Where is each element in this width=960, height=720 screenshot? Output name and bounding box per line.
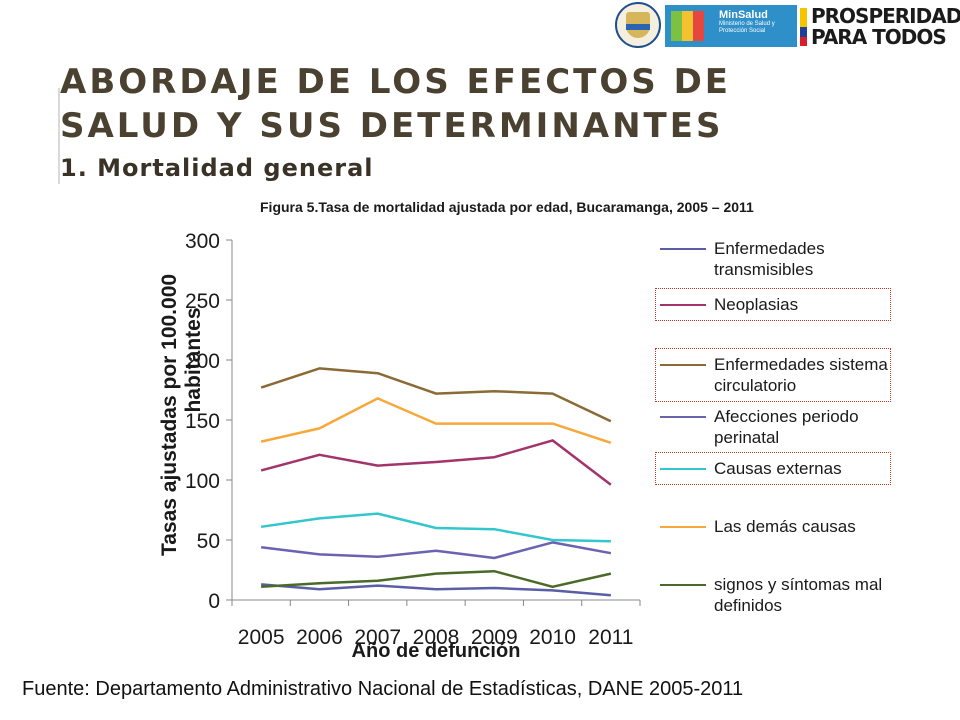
y-axis-label-line-2: habitantes bbox=[182, 307, 205, 412]
minsalud-logo: MinSalud Ministerio de Salud y Protecció… bbox=[665, 5, 797, 47]
legend-label: Afecciones periodo perinatal bbox=[714, 407, 859, 447]
y-tick-label: 100 bbox=[185, 470, 220, 493]
colombia-flag-icon bbox=[800, 8, 807, 46]
x-tick-label: 2008 bbox=[413, 626, 460, 649]
minsalud-description: Ministerio de Salud y Protección Social bbox=[719, 21, 775, 34]
y-tick-label: 300 bbox=[185, 230, 220, 253]
legend-label: Enfermedades transmisibles bbox=[714, 239, 825, 279]
legend-highlight-box bbox=[655, 348, 891, 402]
series-line-4 bbox=[260, 541, 612, 560]
x-axis-label: Año de defunción bbox=[352, 640, 521, 662]
minsalud-mark-icon bbox=[671, 11, 713, 41]
chart-legend: Enfermedades transmisibles Neoplasias Enfe… bbox=[655, 238, 900, 638]
y-tick-label: 0 bbox=[208, 590, 220, 613]
y-axis-label: Tasas ajustadas por 100.000 bbox=[158, 274, 181, 556]
slide-subtitle: 1. Mortalidad general bbox=[60, 154, 374, 182]
legend-swatch bbox=[660, 468, 706, 470]
slide-title: ABORDAJE DE LOS EFECTOS DE SALUD Y SUS D… bbox=[60, 62, 732, 146]
legend-label: Enfermedades sistema circulatorio bbox=[714, 355, 888, 395]
x-tick-label: 2010 bbox=[529, 626, 576, 649]
x-tick-label: 2009 bbox=[471, 626, 518, 649]
prosperidad-line-2: PARA TODOS bbox=[811, 25, 947, 49]
legend-highlight-box bbox=[655, 288, 891, 321]
minsalud-brand: MinSalud bbox=[719, 9, 768, 21]
legend-label: Causas externas bbox=[714, 459, 842, 478]
chart-title: Figura 5.Tasa de mortalidad ajustada por… bbox=[260, 199, 754, 215]
legend-swatch bbox=[660, 364, 706, 366]
y-tick-label: 250 bbox=[185, 290, 220, 313]
legend-swatch bbox=[660, 416, 706, 418]
y-tick-label: 50 bbox=[197, 530, 220, 553]
source-note: Fuente: Departamento Administrativo Naci… bbox=[22, 678, 744, 700]
title-accent-bar bbox=[58, 88, 60, 184]
x-tick-label: 2006 bbox=[296, 626, 343, 649]
legend-swatch bbox=[660, 304, 706, 306]
colombia-seal-logo bbox=[615, 2, 661, 48]
prosperidad-line-1: PROSPERIDAD bbox=[811, 4, 960, 28]
series-line-3 bbox=[260, 367, 612, 423]
series-line-5 bbox=[260, 512, 611, 543]
legend-swatch bbox=[660, 248, 706, 250]
series-line-1 bbox=[261, 583, 611, 597]
y-tick-label: 200 bbox=[185, 350, 220, 373]
header-logos: MinSalud Ministerio de Salud y Protecció… bbox=[615, 2, 960, 50]
series-line-2 bbox=[260, 439, 612, 486]
series-line-6 bbox=[260, 397, 612, 444]
series-line-7 bbox=[261, 569, 612, 589]
x-tick-label: 2011 bbox=[588, 626, 633, 649]
legend-swatch bbox=[660, 584, 706, 586]
prosperidad-logo: PROSPERIDAD PARA TODOS bbox=[800, 6, 960, 48]
legend-label: Neoplasias bbox=[714, 295, 799, 314]
legend-label: Las demás causas bbox=[714, 517, 856, 536]
legend-swatch bbox=[660, 526, 706, 528]
x-tick-label: 2005 bbox=[238, 626, 285, 649]
x-tick-label: 2007 bbox=[354, 626, 401, 649]
y-tick-label: 150 bbox=[185, 410, 220, 433]
legend-label: signos y síntomas mal definidos bbox=[714, 575, 883, 615]
legend-highlight-box bbox=[655, 452, 891, 485]
